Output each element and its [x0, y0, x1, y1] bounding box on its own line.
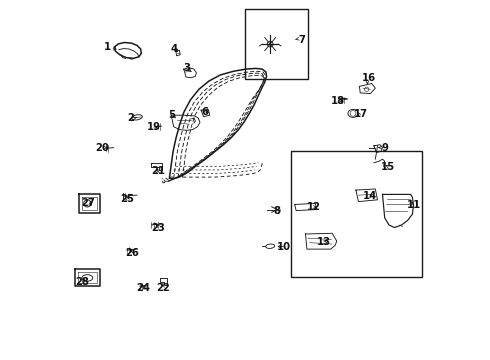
Text: 14: 14 [363, 191, 377, 201]
Text: 10: 10 [276, 242, 291, 252]
Text: 4: 4 [170, 44, 177, 54]
Text: 21: 21 [151, 166, 165, 176]
Text: 24: 24 [137, 283, 150, 293]
Text: 2: 2 [127, 113, 134, 123]
Text: 27: 27 [81, 198, 95, 208]
Text: 16: 16 [362, 73, 376, 84]
Text: 11: 11 [406, 200, 420, 210]
Text: 5: 5 [169, 110, 175, 120]
Text: 18: 18 [331, 96, 345, 106]
Text: 22: 22 [156, 283, 170, 293]
Text: 3: 3 [183, 63, 190, 73]
Text: 13: 13 [317, 237, 331, 247]
Text: 20: 20 [95, 143, 109, 153]
Text: 19: 19 [147, 122, 161, 132]
Text: 15: 15 [381, 162, 395, 172]
Bar [245, 9, 308, 79]
Text: 25: 25 [120, 194, 134, 204]
Text: 17: 17 [354, 109, 368, 120]
Text: 7: 7 [298, 35, 305, 45]
Text: 9: 9 [382, 143, 389, 153]
Text: 12: 12 [306, 202, 320, 212]
Bar [291, 151, 422, 277]
Text: 6: 6 [201, 107, 208, 117]
Text: 1: 1 [104, 42, 111, 52]
Text: 28: 28 [75, 276, 89, 287]
Text: 26: 26 [126, 248, 140, 258]
Text: 8: 8 [273, 206, 280, 216]
Text: 23: 23 [151, 222, 165, 233]
